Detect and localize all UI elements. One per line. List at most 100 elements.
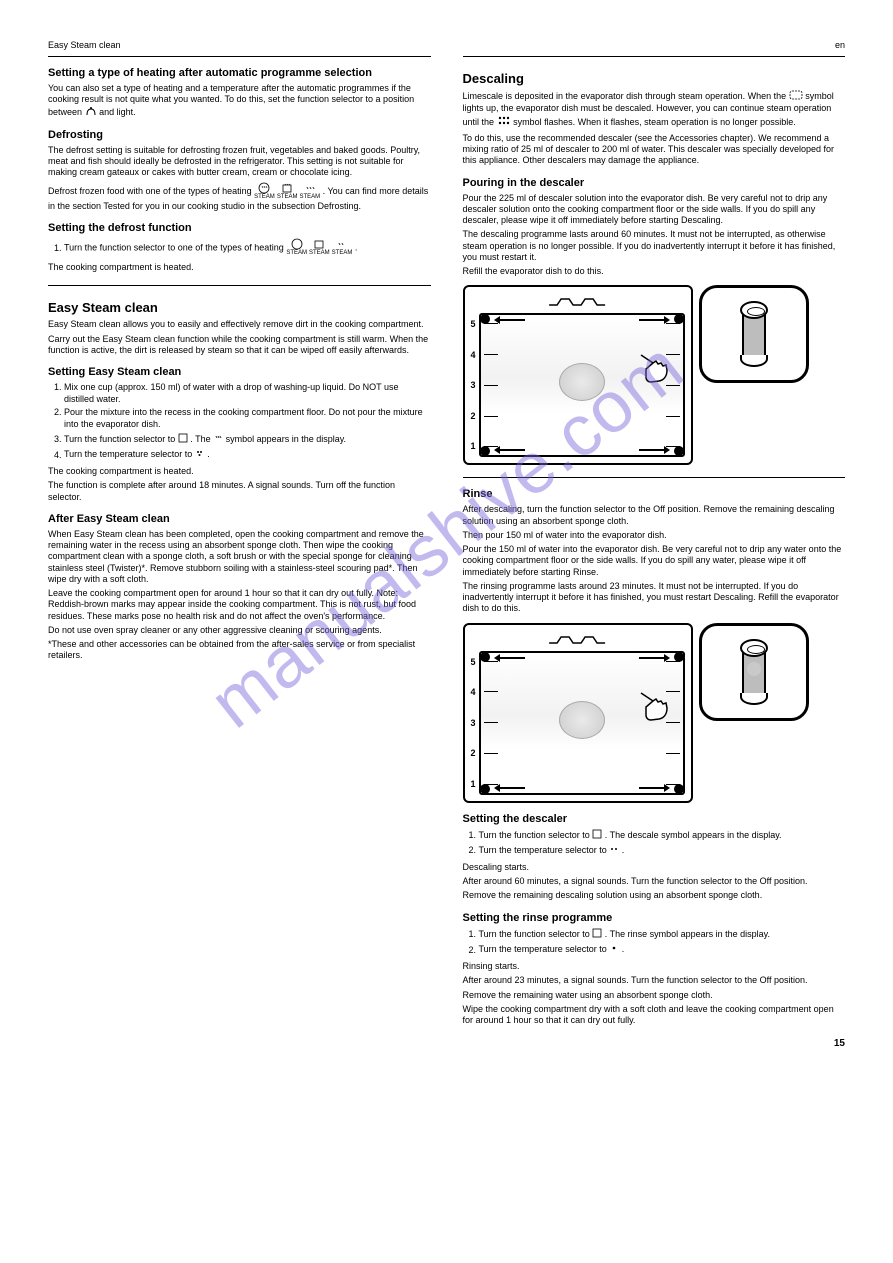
text: You can also set a type of heating and a…	[48, 83, 411, 104]
arrow-icon	[639, 449, 665, 451]
pointer-hand-icon	[635, 689, 677, 731]
left-column: Easy Steam clean Setting a type of heati…	[48, 40, 431, 1029]
heading-set-easy-steam: Setting Easy Steam clean	[48, 366, 431, 378]
temp-rinse-icon	[609, 943, 619, 957]
paragraph: When Easy Steam clean has been completed…	[48, 529, 431, 585]
paragraph: To do this, use the recommended descaler…	[463, 133, 846, 167]
two-column-layout: Easy Steam clean Setting a type of heati…	[48, 40, 845, 1029]
steam-icons-group: STEAM STEAM STEAM	[254, 182, 320, 202]
callout-box	[699, 285, 809, 383]
oven-body: 5 4 3 2 1	[471, 313, 685, 457]
paragraph: Remove the remaining descaling solution …	[463, 890, 846, 901]
steam-icons-group: STEAM STEAM STEAM	[286, 238, 352, 258]
heading-set-defrost: Setting the defrost function	[48, 222, 431, 234]
heating-element-icon	[545, 295, 609, 309]
arrow-icon	[499, 319, 525, 321]
paragraph: Rinsing starts.	[463, 961, 846, 972]
text: Limescale is deposited in the evaporator…	[463, 91, 787, 101]
heading-defrosting: Defrosting	[48, 129, 431, 141]
oven-body: 5 4 3 2 1	[471, 651, 685, 795]
corner-dot-icon	[674, 652, 684, 662]
arrow-icon	[639, 319, 665, 321]
shelf-number: 3	[471, 380, 476, 390]
heading-easy-steam-clean: Easy Steam clean	[48, 300, 431, 315]
callout-box	[699, 623, 809, 721]
paragraph: Descaling starts.	[463, 862, 846, 873]
arrow-icon	[639, 657, 665, 659]
page-header-right: en	[463, 40, 846, 50]
corner-dot-icon	[480, 652, 490, 662]
steps-list: Mix one cup (approx. 150 ml) of water wi…	[48, 382, 431, 462]
pointer-hand-icon	[635, 351, 677, 393]
footnote: *These and other accessories can be obta…	[48, 639, 431, 662]
heading-after-easy-steam: After Easy Steam clean	[48, 513, 431, 525]
shelf-number: 5	[471, 657, 476, 667]
paragraph: Pour the 150 ml of water into the evapor…	[463, 544, 846, 578]
heating-element-icon	[545, 633, 609, 647]
paragraph: Limescale is deposited in the evaporator…	[463, 90, 846, 130]
paragraph: Refill the evaporator dish to do this.	[463, 266, 846, 277]
shelf-number: 2	[471, 411, 476, 421]
corner-dot-icon	[480, 784, 490, 794]
descale-indicator-icon	[789, 90, 803, 103]
step: Turn the temperature selector to .	[64, 448, 431, 462]
function-selector-icon	[85, 106, 97, 119]
text: . The	[190, 434, 210, 444]
text: .	[622, 845, 625, 855]
arrow-icon	[499, 787, 525, 789]
heading-pouring-descaler: Pouring in the descaler	[463, 177, 846, 189]
text: . The descale symbol appears in the disp…	[605, 830, 782, 840]
heading-set-rinse: Setting the rinse programme	[463, 912, 846, 924]
text: Defrost frozen food with one of the type…	[48, 186, 252, 196]
section-divider	[48, 285, 431, 286]
text: . The rinse symbol appears in the displa…	[605, 929, 770, 939]
paragraph: The rinsing programme lasts around 23 mi…	[463, 581, 846, 615]
step: Turn the temperature selector to .	[479, 943, 846, 957]
paragraph: Defrost frozen food with one of the type…	[48, 182, 431, 213]
function-pos-icon	[592, 829, 602, 843]
corner-dot-icon	[674, 314, 684, 324]
shelf-numbers: 5 4 3 2 1	[471, 651, 479, 795]
steam-icon: STEAM	[332, 238, 353, 258]
arrow-icon	[499, 657, 525, 659]
rack-left	[484, 323, 498, 447]
dowel-icon	[740, 301, 768, 367]
text: Turn the temperature selector to	[479, 945, 607, 955]
text: .	[207, 450, 210, 460]
steam-icon: STEAM	[299, 182, 320, 202]
section-divider	[463, 477, 846, 478]
paragraph: You can also set a type of heating and a…	[48, 83, 431, 119]
paragraph: Leave the cooking compartment open for a…	[48, 588, 431, 622]
steam-icon: STEAM	[254, 182, 275, 202]
heading-descaling: Descaling	[463, 71, 846, 86]
easy-steam-icon	[178, 433, 188, 447]
shelf-number: 4	[471, 350, 476, 360]
corner-dot-icon	[480, 314, 490, 324]
text: Turn the function selector to	[479, 830, 590, 840]
steam-icon: STEAM	[309, 238, 330, 258]
text: Turn the function selector to	[64, 434, 175, 444]
step: Turn the function selector to . The rins…	[479, 928, 846, 942]
steam-drops-icon	[195, 448, 205, 462]
oven-frame: 5 4 3 2 1	[463, 623, 693, 803]
shelf-number: 4	[471, 687, 476, 697]
steps-list: Turn the function selector to . The desc…	[463, 829, 846, 858]
arrow-icon	[499, 449, 525, 451]
text: symbol appears in the display.	[226, 434, 346, 444]
temp-descale-icon	[609, 844, 619, 858]
steam-icon: STEAM	[277, 182, 298, 202]
header-rule-right	[463, 56, 846, 57]
oven-frame: 5 4 3 2 1	[463, 285, 693, 465]
header-rule-left	[48, 56, 431, 57]
shelf-number: 5	[471, 319, 476, 329]
fan-disc-icon	[559, 363, 605, 401]
paragraph: After around 60 minutes, a signal sounds…	[463, 876, 846, 887]
text: .	[622, 945, 625, 955]
paragraph: Remove the remaining water using an abso…	[463, 990, 846, 1001]
oven-top	[471, 633, 685, 649]
shelf-number: 2	[471, 748, 476, 758]
steps-list: Turn the function selector to one of the…	[48, 238, 431, 258]
text: Turn the temperature selector to	[64, 450, 192, 460]
text: Turn the function selector to	[479, 929, 590, 939]
oven-diagram-2: 5 4 3 2 1	[463, 623, 846, 803]
